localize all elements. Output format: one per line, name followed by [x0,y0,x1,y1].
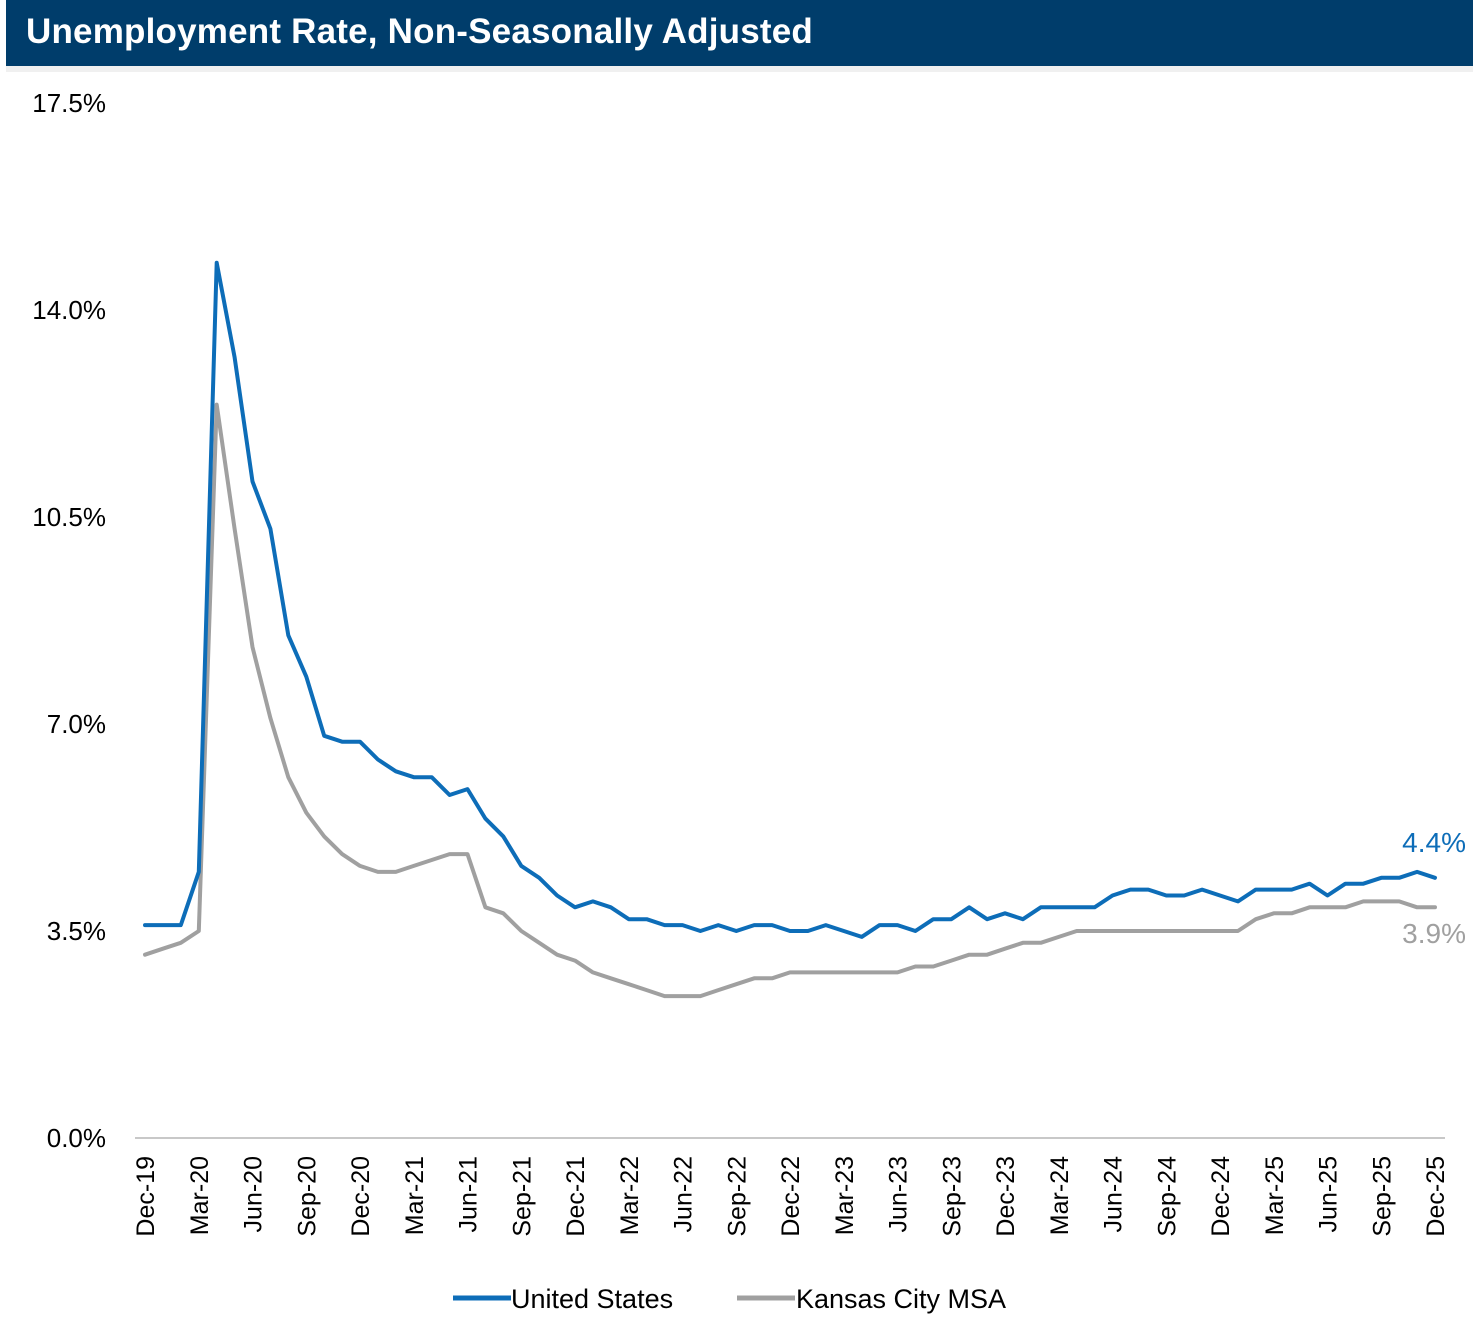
x-tick-label: Jun-20 [240,1156,268,1232]
legend-label: Kansas City MSA [796,1284,1006,1314]
end-label-united-states: 4.4% [1402,827,1466,858]
legend-item-united-states: United States [453,1284,673,1314]
x-tick-label: Dec-21 [562,1156,590,1237]
x-tick-label: Mar-23 [831,1156,859,1235]
x-tick-label: Mar-20 [186,1156,214,1235]
series-line-kansas-city-msa [145,405,1435,997]
legend: United States Kansas City MSA [453,1284,1006,1314]
x-tick-label: Sep-21 [508,1156,536,1237]
x-tick-label: Mar-25 [1261,1156,1289,1235]
y-tick-label: 7.0% [47,709,106,739]
x-tick-label: Mar-21 [401,1156,429,1235]
y-axis: 0.0% 3.5% 7.0% 10.5% 14.0% 17.5% [32,88,106,1153]
series-line-united-states [145,263,1435,937]
y-tick-label: 17.5% [32,88,106,118]
x-tick-label: Dec-22 [777,1156,805,1237]
x-tick-label: Jun-24 [1100,1156,1128,1233]
x-tick-label: Jun-25 [1315,1156,1343,1232]
x-tick-label: Jun-22 [670,1156,698,1232]
end-labels: 4.4% 3.9% [1402,827,1466,949]
x-tick-label: Dec-24 [1207,1156,1235,1237]
legend-item-kansas-city-msa: Kansas City MSA [737,1284,1006,1314]
legend-label: United States [511,1284,673,1314]
x-tick-label: Mar-24 [1046,1156,1074,1235]
y-tick-label: 14.0% [32,295,106,325]
x-tick-label: Dec-23 [992,1156,1020,1237]
x-tick-label: Sep-22 [723,1156,751,1237]
x-tick-label: Sep-24 [1153,1156,1181,1237]
end-label-kansas-city-msa: 3.9% [1402,918,1466,949]
y-tick-label: 3.5% [47,916,106,946]
y-tick-label: 10.5% [32,502,106,532]
x-tick-label: Dec-19 [132,1156,160,1237]
y-tick-label: 0.0% [47,1123,106,1153]
x-tick-label: Jun-23 [885,1156,913,1232]
x-tick-label: Jun-21 [455,1156,483,1232]
x-tick-label: Sep-20 [293,1156,321,1237]
x-tick-label: Sep-23 [938,1156,966,1237]
x-tick-label: Mar-22 [616,1156,644,1235]
x-tick-label: Sep-25 [1368,1156,1396,1237]
x-tick-label: Dec-20 [347,1156,375,1237]
series-layer [145,263,1435,996]
x-tick-label: Dec-25 [1422,1156,1450,1237]
x-axis: Dec-19 Mar-20 Jun-20 Sep-20 Dec-20 Mar-21 Jun-… [132,1156,1450,1237]
